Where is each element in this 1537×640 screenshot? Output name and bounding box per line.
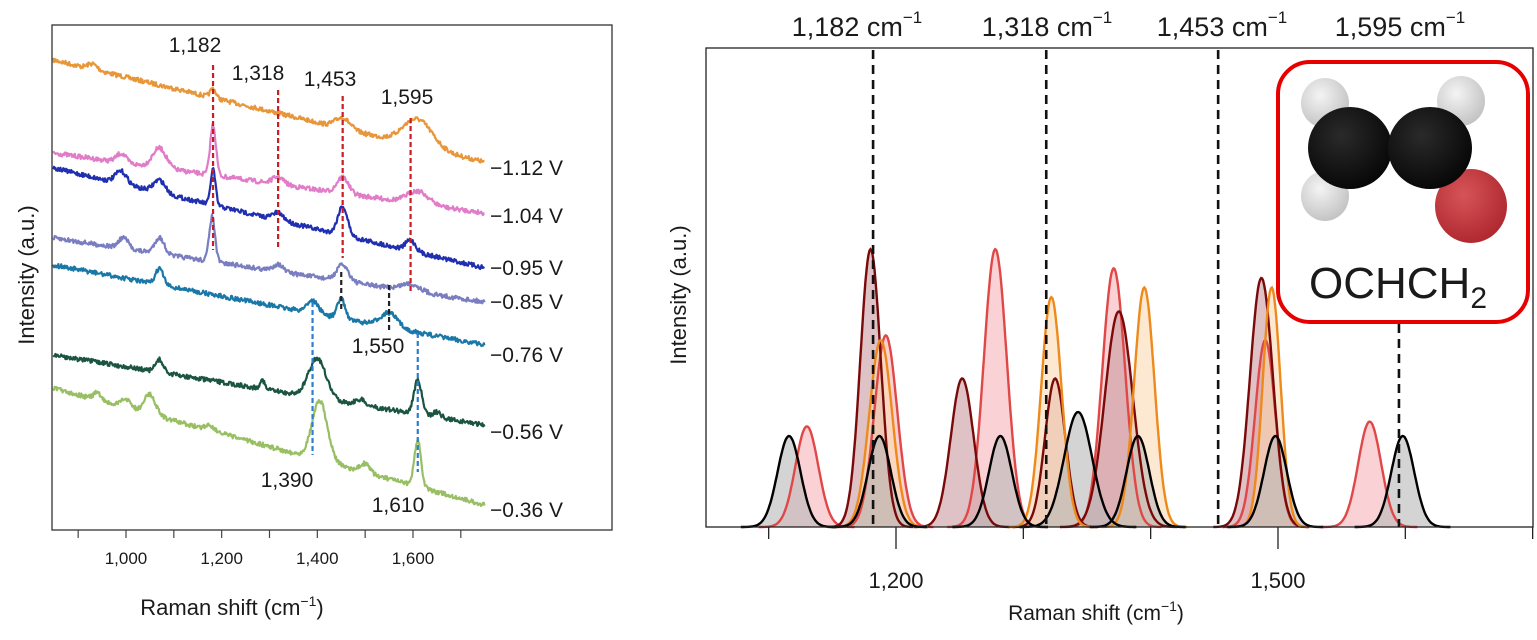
right-x-axis-label: Raman shift (cm−1) — [1008, 598, 1184, 625]
peak-label: 1,550 — [352, 335, 405, 358]
left-plot-frame — [51, 24, 613, 531]
legend-label: −0.85 V — [490, 291, 563, 314]
peak-outline — [1019, 410, 1137, 529]
peak-fill — [832, 340, 929, 527]
left-traces — [52, 57, 486, 507]
reference-label: 1,453 cm−1 — [1157, 8, 1287, 42]
trace-line — [52, 352, 486, 428]
trace-line — [52, 263, 486, 348]
left-y-axis-label: Intensity (a.u.) — [14, 205, 39, 344]
reference-label: 1,318 cm−1 — [982, 8, 1112, 42]
reference-label: 1,595 cm−1 — [1335, 8, 1465, 42]
right-reference-lines: 1,182 cm−1 1,318 cm−1 1,453 cm−1 1,595 cm−1 — [792, 8, 1465, 527]
peak-outline — [837, 333, 934, 529]
peak-outline — [1227, 434, 1324, 529]
peak-fill — [914, 378, 1011, 527]
molecule-formula: OCHCH2 — [1309, 259, 1487, 315]
peak-label: 1,318 — [232, 62, 285, 85]
peak-outline — [740, 434, 837, 529]
trace-line — [52, 165, 485, 271]
left-chart: 1,182 1,318 1,453 1,595 1,550 1,390 1,610 1,00… — [14, 24, 613, 620]
peak-label: 1,390 — [261, 469, 314, 492]
carbon-atom-icon — [1388, 107, 1472, 189]
peak-fill — [952, 436, 1049, 527]
peak-fill — [1089, 436, 1187, 527]
left-x-axis-label: Raman shift (cm−1) — [140, 593, 323, 620]
peak-outline — [1213, 276, 1310, 529]
carbon-atom-icon — [1308, 107, 1392, 189]
peak-fill — [1234, 287, 1310, 527]
legend-label: −1.04 V — [490, 205, 563, 228]
peak-fill — [831, 436, 928, 527]
left-legend: −1.12 V −1.04 V −0.95 V −0.85 V −0.76 V −0.56… — [490, 157, 563, 522]
right-plot-frame — [705, 47, 1534, 528]
oxygen-atom-icon — [1435, 169, 1507, 243]
x-tick-label: 1,600 — [392, 549, 435, 568]
peak-label: 1,453 — [304, 68, 357, 91]
trace-line — [52, 385, 486, 507]
peak-label: 1,610 — [372, 494, 425, 517]
peak-outline — [1321, 420, 1418, 529]
peak-label: 1,595 — [381, 86, 434, 109]
x-tick-label: 1,400 — [296, 549, 339, 568]
peak-fill — [1101, 287, 1188, 527]
x-tick-label: 1,200 — [868, 568, 923, 593]
peak-fill — [758, 426, 855, 527]
peak-outline — [1012, 376, 1098, 529]
right-peaks — [740, 247, 1451, 529]
peak-outline — [1008, 295, 1095, 529]
reference-label: 1,182 cm−1 — [792, 8, 922, 42]
peak-fill — [740, 436, 838, 527]
x-tick-label: 1,500 — [1250, 568, 1305, 593]
peak-outline — [1354, 434, 1451, 529]
legend-label: −0.56 V — [490, 421, 563, 444]
peak-fill — [1008, 297, 1095, 527]
right-chart: 1,182 cm−1 1,318 cm−1 1,453 cm−1 1,595 cm−1… — [666, 8, 1534, 625]
peak-outline — [952, 434, 1048, 529]
peak-fill — [947, 249, 1044, 527]
peak-fill — [1354, 436, 1451, 527]
peak-label: 1,182 — [169, 34, 222, 57]
legend-label: −0.36 V — [490, 499, 563, 522]
trace-line — [52, 57, 485, 164]
x-tick-label: 1,000 — [105, 549, 148, 568]
peak-fill — [1227, 436, 1324, 527]
peak-fill — [1019, 412, 1137, 527]
peak-outline — [914, 377, 1010, 529]
peak-fill — [827, 249, 914, 527]
left-annotations: 1,182 1,318 1,453 1,595 1,550 1,390 1,610 — [169, 34, 434, 517]
legend-label: −0.95 V — [490, 257, 563, 280]
right-y-axis-label: Intensity (a.u.) — [666, 225, 691, 364]
peak-outline — [831, 434, 928, 529]
peak-fill — [1060, 311, 1178, 527]
peak-outline — [1089, 434, 1186, 529]
legend-label: −0.76 V — [490, 344, 563, 367]
molecule-inset: OCHCH2 — [1276, 60, 1530, 324]
x-tick-label: 1,200 — [200, 549, 243, 568]
peak-outline — [827, 247, 914, 529]
trace-line — [52, 213, 486, 305]
left-x-ticks: 1,000 1,200 1,400 1,600 — [77, 530, 462, 568]
peak-outline — [1101, 285, 1188, 529]
peak-fill — [1321, 421, 1418, 527]
right-x-ticks: 1,200 1,500 — [768, 527, 1534, 593]
trace-line — [52, 122, 485, 217]
legend-label: −1.12 V — [490, 157, 563, 180]
